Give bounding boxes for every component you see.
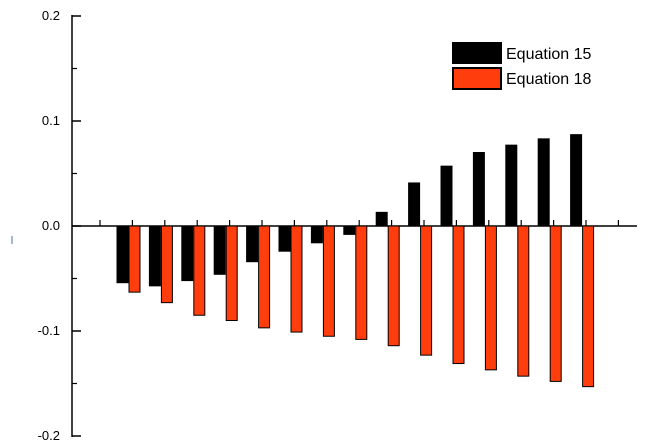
legend-swatch-equation-18 <box>452 67 502 90</box>
bar-equation-18-2 <box>160 225 173 304</box>
bar-equation-15-10 <box>408 182 421 227</box>
legend: Equation 15 Equation 18 <box>452 42 592 90</box>
bar-equation-15-5 <box>246 225 259 263</box>
bar-equation-15-11 <box>440 165 453 227</box>
bar-equation-15-13 <box>505 144 518 227</box>
y-tick-label: 0.1 <box>42 113 60 128</box>
bar-equation-15-8 <box>343 225 356 235</box>
bar-equation-18-11 <box>452 225 465 365</box>
bar-equation-18-4 <box>225 225 238 321</box>
bar-equation-18-3 <box>193 225 206 316</box>
legend-label-equation-15: Equation 15 <box>506 46 592 63</box>
bar-equation-18-14 <box>549 225 562 382</box>
y-tick-label: 0.2 <box>42 8 60 23</box>
bar-equation-15-12 <box>472 152 485 227</box>
bar-equation-15-14 <box>537 138 550 227</box>
bar-equation-15-3 <box>181 225 194 282</box>
bar-equation-18-10 <box>420 225 433 356</box>
bar-equation-15-2 <box>148 225 161 287</box>
bar-equation-15-15 <box>570 134 583 227</box>
bar-equation-18-12 <box>484 225 497 371</box>
bar-equation-15-1 <box>116 225 129 284</box>
bar-equation-18-5 <box>258 225 271 329</box>
bars <box>116 134 595 388</box>
bar-equation-15-4 <box>213 225 226 275</box>
legend-swatch-equation-15 <box>452 42 502 64</box>
bar-equation-18-7 <box>322 225 335 337</box>
y-axis: 0.2 0.1 0.0 -0.1 -0.2 <box>38 8 81 443</box>
y-tick-label: -0.2 <box>38 428 60 443</box>
bar-equation-15-9 <box>375 211 388 227</box>
bar-equation-18-1 <box>128 225 141 293</box>
legend-label-equation-18: Equation 18 <box>506 71 592 88</box>
bar-equation-15-6 <box>278 225 291 252</box>
bar-equation-15-7 <box>310 225 323 244</box>
y-tick-label: 0.0 <box>42 218 60 233</box>
bar-equation-18-8 <box>355 225 368 340</box>
bar-equation-18-13 <box>517 225 530 377</box>
y-tick-label: -0.1 <box>38 323 60 338</box>
bar-equation-18-15 <box>582 225 595 388</box>
bar-equation-18-6 <box>290 225 303 333</box>
bar-equation-18-9 <box>387 225 400 347</box>
